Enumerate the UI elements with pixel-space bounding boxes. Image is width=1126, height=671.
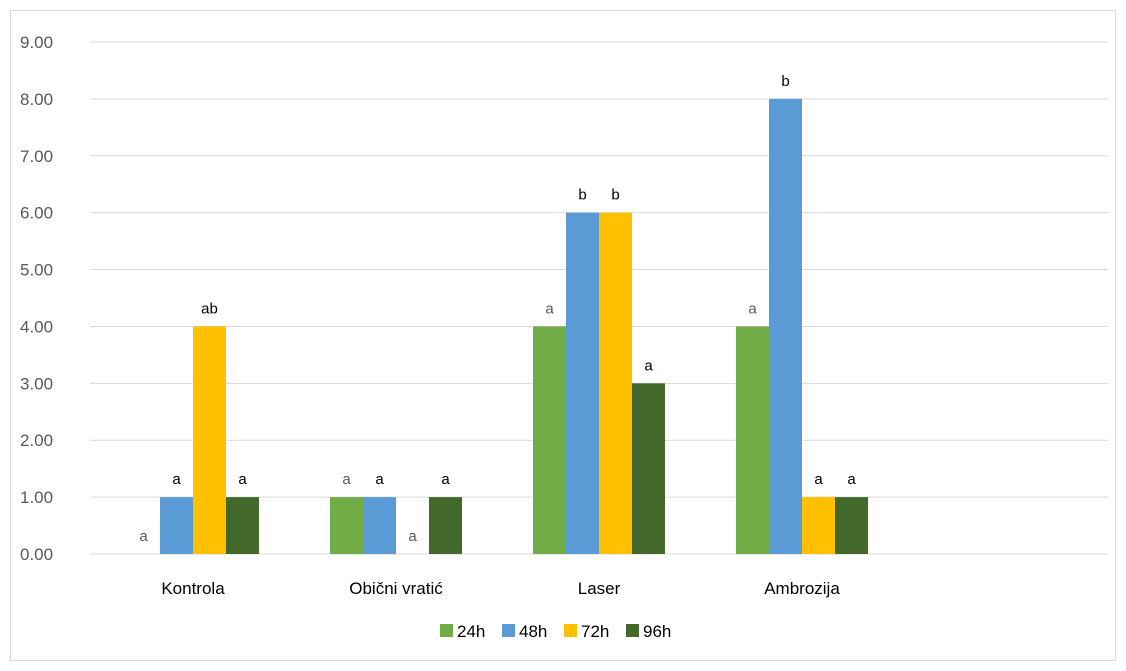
bar-24h-1: [330, 497, 363, 554]
bar-72h-2: [599, 212, 632, 554]
legend-swatch-96h: [626, 624, 639, 637]
bar-48h-3: [769, 98, 802, 554]
bar-annotation: a: [748, 300, 757, 317]
legend-label-48h: 48h: [519, 622, 547, 641]
bar-72h-0: [193, 326, 226, 554]
bar-annotation: a: [545, 300, 554, 317]
bar-annotation: a: [342, 471, 351, 488]
bar-48h-1: [363, 497, 396, 554]
x-tick-label: Laser: [578, 579, 621, 598]
y-tick-label: 9.00: [20, 33, 53, 52]
bar-annotation: b: [578, 187, 586, 204]
bar-48h-2: [566, 212, 599, 554]
bar-annotation: a: [375, 471, 384, 488]
bar-72h-3: [802, 497, 835, 554]
gridlines: [90, 41, 1108, 555]
y-tick-label: 7.00: [20, 147, 53, 166]
y-axis-tick-labels: 0.00 1.00 2.00 3.00 4.00 5.00 6.00 7.00 8.00 9.00: [20, 33, 53, 564]
legend: 24h 48h 72h 96h: [440, 622, 671, 641]
bar-96h-1: [429, 497, 462, 554]
bar-annotation: a: [644, 357, 653, 374]
bar-24h-3: [736, 326, 769, 554]
legend-label-72h: 72h: [581, 622, 609, 641]
bar-annotation: b: [611, 187, 619, 204]
bar-annotation: a: [847, 471, 856, 488]
x-tick-label: Obični vratić: [349, 579, 443, 598]
y-tick-label: 6.00: [20, 204, 53, 223]
x-axis-category-labels: Kontrola Obični vratić Laser Ambrozija: [161, 579, 840, 598]
y-tick-label: 1.00: [20, 488, 53, 507]
legend-swatch-24h: [440, 624, 453, 637]
bar-96h-3: [835, 497, 868, 554]
legend-swatch-48h: [502, 624, 515, 637]
y-tick-label: 5.00: [20, 261, 53, 280]
y-tick-label: 3.00: [20, 374, 53, 393]
bar-annotation: ab: [201, 300, 218, 317]
bar-annotation: a: [441, 471, 450, 488]
bar-annotation: a: [172, 471, 181, 488]
y-tick-label: 4.00: [20, 317, 53, 336]
bar-96h-0: [226, 497, 259, 554]
bar-annotation: a: [814, 471, 823, 488]
bar-annotation: a: [408, 528, 417, 545]
legend-label-96h: 96h: [643, 622, 671, 641]
bar-annotation: a: [139, 528, 148, 545]
bar-24h-2: [533, 326, 566, 554]
bar-96h-2: [632, 383, 665, 554]
bar-annotation: b: [781, 73, 789, 90]
y-tick-label: 8.00: [20, 90, 53, 109]
bars: [160, 98, 868, 554]
legend-swatch-72h: [564, 624, 577, 637]
y-tick-label: 2.00: [20, 431, 53, 450]
y-tick-label: 0.00: [20, 545, 53, 564]
bar-48h-0: [160, 497, 193, 554]
bar-annotation: a: [238, 471, 247, 488]
legend-label-24h: 24h: [457, 622, 485, 641]
x-tick-label: Ambrozija: [764, 579, 840, 598]
x-tick-label: Kontrola: [161, 579, 225, 598]
